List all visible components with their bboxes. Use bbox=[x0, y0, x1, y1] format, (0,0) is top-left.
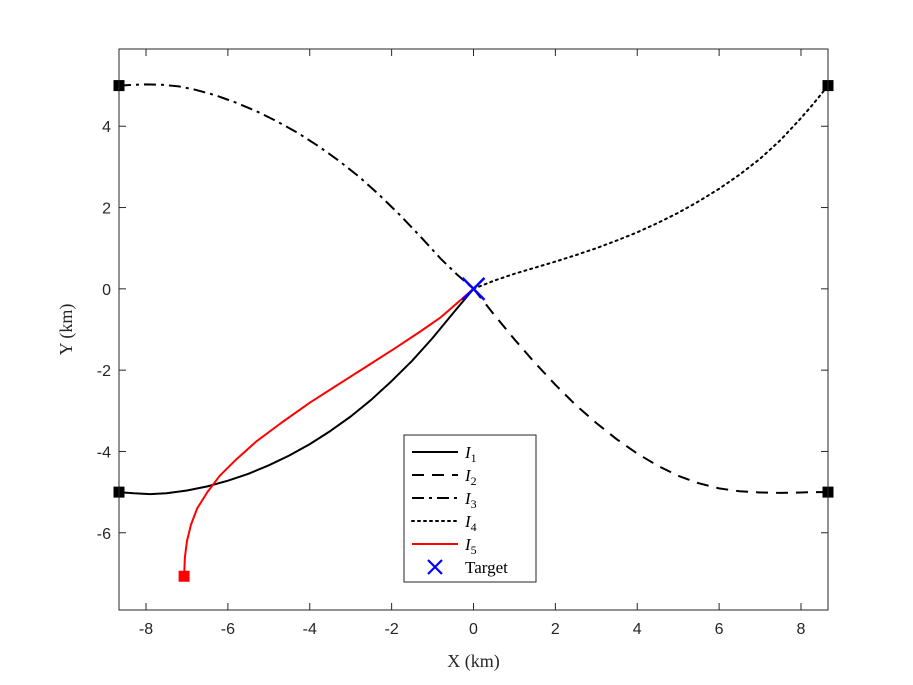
x-tick-label: 8 bbox=[797, 621, 806, 638]
legend-target-marker bbox=[427, 559, 443, 575]
legend-label-4: I4 bbox=[464, 512, 477, 534]
target-marker bbox=[461, 276, 486, 301]
x-tick-label: -6 bbox=[221, 621, 235, 638]
series-line-5 bbox=[183, 288, 475, 577]
legend-label-main: I bbox=[464, 466, 472, 485]
y-tick-label: 4 bbox=[102, 119, 111, 136]
legend-label-main: I bbox=[464, 535, 472, 554]
legend-label-main: I bbox=[464, 443, 472, 462]
x-axis-label: X (km) bbox=[447, 651, 500, 672]
legend-label-target: Target bbox=[465, 558, 508, 577]
y-axis-label: Y (km) bbox=[56, 304, 77, 356]
legend-label-2: I2 bbox=[464, 466, 477, 488]
legend-label-5: I5 bbox=[464, 535, 477, 557]
series-line-4 bbox=[472, 84, 829, 290]
y-tick-label: 0 bbox=[102, 282, 111, 299]
start-marker-5 bbox=[178, 570, 190, 582]
legend-label-subscript: 1 bbox=[471, 451, 477, 465]
legend-label-main: I bbox=[464, 489, 472, 508]
y-tick-label: -2 bbox=[97, 363, 111, 380]
series-line-3 bbox=[118, 83, 475, 290]
tick-layer: -8 -6 -4 -2 0 2 4 6 8 -6 -4 -2 0 2 4 bbox=[97, 49, 828, 638]
series-line-1 bbox=[118, 288, 475, 496]
series-line-2 bbox=[472, 288, 828, 494]
legend-label-subscript: 5 bbox=[471, 543, 477, 557]
series-layer bbox=[118, 83, 829, 577]
legend-label-1: I1 bbox=[464, 443, 477, 465]
x-tick-label: 4 bbox=[633, 621, 642, 638]
legend-label-3: I3 bbox=[464, 489, 477, 511]
legend-label-subscript: 4 bbox=[471, 520, 477, 534]
legend-label-subscript: 3 bbox=[471, 497, 477, 511]
legend-label-subscript: 2 bbox=[471, 474, 477, 488]
legend-label-main: I bbox=[464, 512, 472, 531]
y-tick-label: -6 bbox=[97, 526, 111, 543]
legend-box bbox=[403, 434, 537, 583]
x-tick-label: -8 bbox=[139, 621, 153, 638]
x-tick-label: 2 bbox=[551, 621, 560, 638]
y-tick-label: -4 bbox=[97, 444, 111, 461]
y-tick-label: 2 bbox=[102, 201, 111, 218]
x-tick-label: -2 bbox=[385, 621, 399, 638]
x-tick-label: -4 bbox=[303, 621, 317, 638]
x-tick-label: 0 bbox=[469, 621, 478, 638]
x-tick-label: 6 bbox=[715, 621, 724, 638]
